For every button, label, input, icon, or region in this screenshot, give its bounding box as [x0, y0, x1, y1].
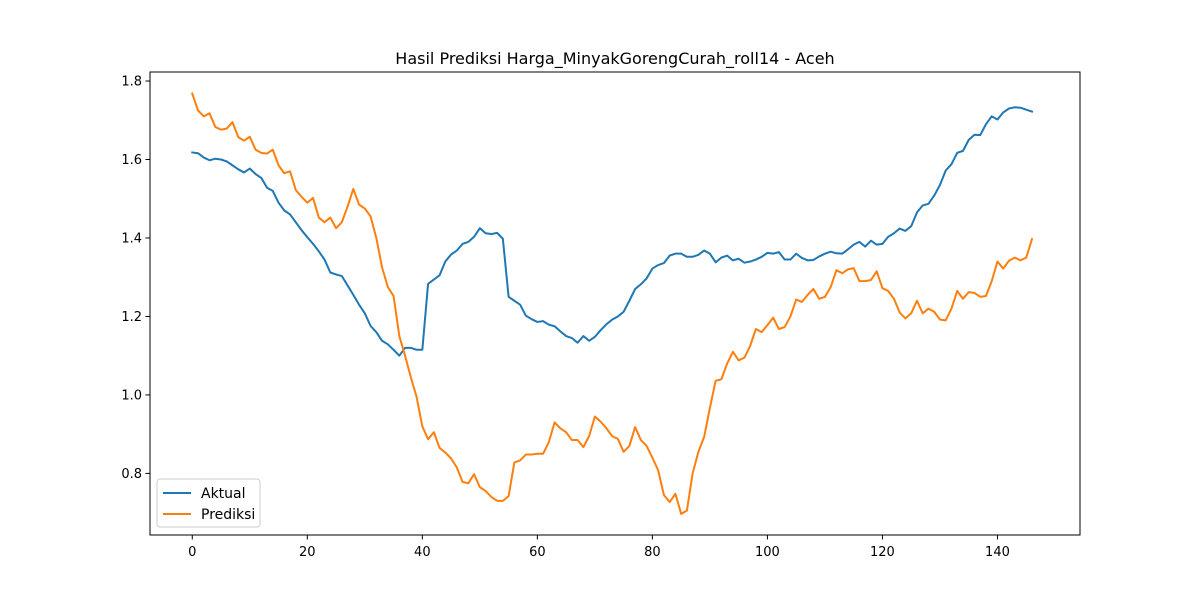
chart-title: Hasil Prediksi Harga_MinyakGorengCurah_r… [395, 49, 834, 69]
y-axis: 0.8 1.0 1.2 1.4 1.6 1.8 [121, 75, 150, 482]
x-tick-label: 60 [529, 545, 546, 560]
x-tick-label: 120 [870, 545, 895, 560]
x-tick-label: 100 [755, 545, 780, 560]
series-line-aktual [191, 106, 1034, 357]
y-tick-label: 1.2 [121, 310, 142, 325]
x-axis: 0 20 40 60 80 100 120 140 [188, 535, 1010, 560]
plot-frame [149, 71, 1081, 536]
x-tick-label: 140 [985, 545, 1010, 560]
legend-label-aktual: Aktual [201, 486, 246, 502]
series-layer [191, 92, 1034, 515]
x-tick-label: 40 [414, 545, 431, 560]
y-tick-label: 0.8 [121, 467, 142, 482]
y-tick-label: 1.6 [121, 153, 142, 168]
series-line-prediksi [191, 92, 1034, 515]
y-tick-label: 1.4 [121, 231, 142, 246]
y-tick-label: 1.0 [121, 388, 142, 403]
x-tick-label: 20 [299, 545, 316, 560]
legend: Aktual Prediksi [156, 478, 261, 528]
x-tick-label: 0 [188, 545, 196, 560]
legend-label-prediksi: Prediksi [201, 507, 255, 523]
x-tick-label: 80 [644, 545, 661, 560]
y-tick-label: 1.8 [121, 75, 142, 90]
